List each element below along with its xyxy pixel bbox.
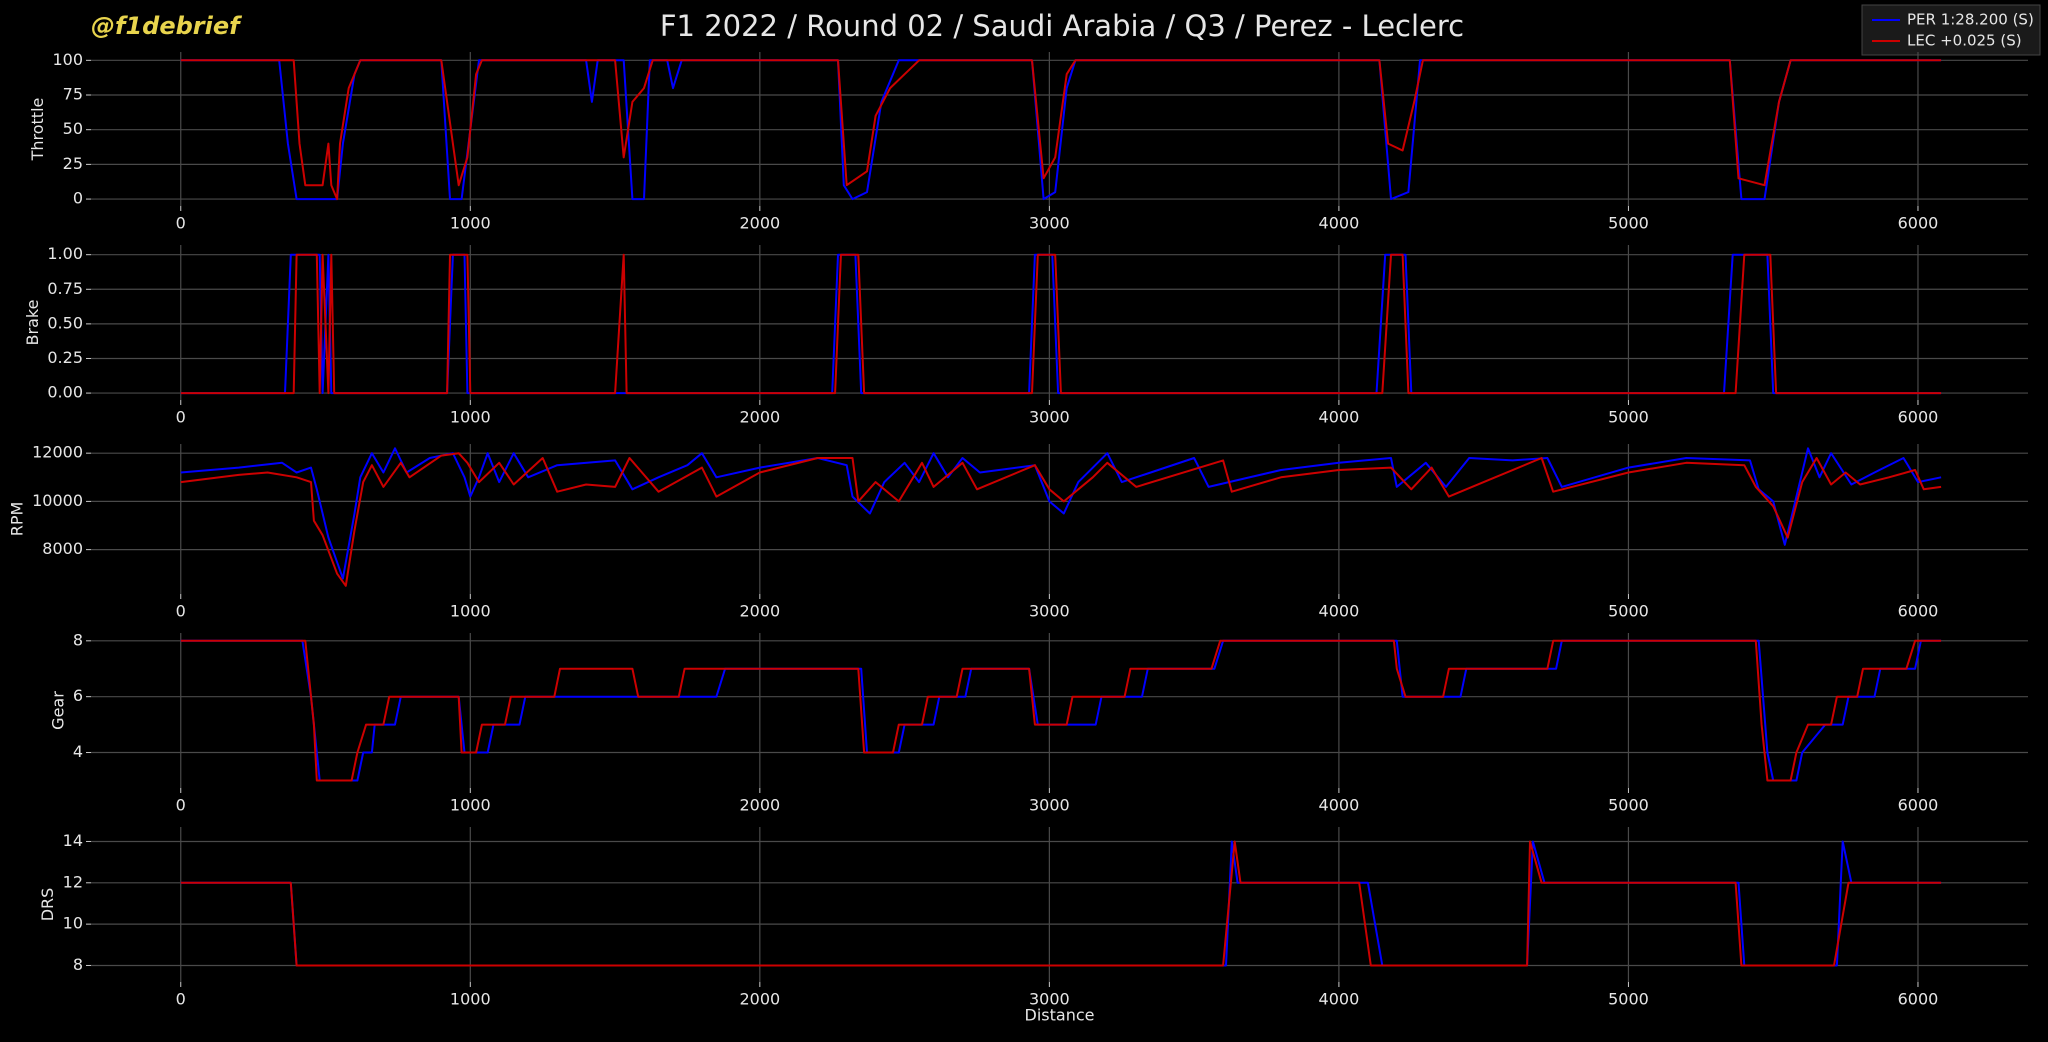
x-tick-label: 0 bbox=[176, 990, 186, 1009]
x-tick-label: 0 bbox=[176, 214, 186, 233]
x-tick-label: 6000 bbox=[1898, 408, 1939, 427]
x-tick-label: 4000 bbox=[1319, 408, 1360, 427]
x-tick-label: 6000 bbox=[1898, 214, 1939, 233]
x-tick-label: 3000 bbox=[1029, 990, 1070, 1009]
y-axis-label: Gear bbox=[48, 691, 67, 730]
y-tick-label: 100 bbox=[52, 50, 83, 69]
panel: 0 1000 2000 3000 4000 5000 6000 0.00 0.25 0.50 0.7… bbox=[23, 244, 2028, 427]
x-tick-label: 5000 bbox=[1608, 602, 1649, 621]
x-tick-label: 1000 bbox=[450, 408, 491, 427]
x-tick-label: 6000 bbox=[1898, 990, 1939, 1009]
y-tick-label: 12000 bbox=[32, 443, 83, 462]
series-line bbox=[180, 59, 1942, 201]
x-tick-label: 4000 bbox=[1319, 602, 1360, 621]
y-tick-label: 4 bbox=[73, 742, 83, 761]
y-tick-label: 75 bbox=[63, 85, 83, 104]
x-axis-label: Distance bbox=[1025, 1006, 1095, 1025]
y-tick-label: 25 bbox=[63, 154, 83, 173]
panel: 0 1000 2000 3000 4000 5000 6000 8 10 12 14 DRS Dista… bbox=[38, 827, 2028, 1025]
watermark: @f1debrief bbox=[91, 12, 242, 40]
y-tick-label: 0.50 bbox=[47, 313, 83, 332]
y-axis-label: DRS bbox=[38, 888, 57, 922]
x-tick-label: 3000 bbox=[1029, 214, 1070, 233]
y-tick-label: 0.25 bbox=[47, 348, 83, 367]
x-tick-label: 3000 bbox=[1029, 796, 1070, 815]
x-tick-label: 2000 bbox=[739, 408, 780, 427]
x-tick-label: 2000 bbox=[739, 990, 780, 1009]
x-tick-label: 6000 bbox=[1898, 602, 1939, 621]
x-tick-label: 1000 bbox=[450, 796, 491, 815]
y-axis-label: RPM bbox=[8, 502, 27, 537]
y-tick-label: 10000 bbox=[32, 491, 83, 510]
y-tick-label: 6 bbox=[73, 686, 83, 705]
legend-label: PER 1:28.200 (S) bbox=[1907, 11, 2034, 29]
y-tick-label: 0 bbox=[73, 189, 83, 208]
y-tick-label: 8 bbox=[73, 955, 83, 974]
y-tick-label: 0.00 bbox=[47, 383, 83, 402]
x-tick-label: 5000 bbox=[1608, 214, 1649, 233]
x-tick-label: 0 bbox=[176, 408, 186, 427]
y-tick-label: 50 bbox=[63, 119, 83, 138]
x-tick-label: 0 bbox=[176, 796, 186, 815]
series-line bbox=[180, 840, 1942, 967]
panel: 0 1000 2000 3000 4000 5000 6000 4 6 8 Gear bbox=[48, 630, 2028, 815]
y-tick-label: 10 bbox=[63, 914, 83, 933]
chart-title: F1 2022 / Round 02 / Saudi Arabia / Q3 /… bbox=[660, 9, 1464, 43]
x-tick-label: 3000 bbox=[1029, 408, 1070, 427]
y-tick-label: 12 bbox=[63, 872, 83, 891]
y-tick-label: 8000 bbox=[42, 539, 83, 558]
y-axis-label: Brake bbox=[23, 300, 42, 346]
panel: 0 1000 2000 3000 4000 5000 6000 8000 10000 12000 R… bbox=[8, 443, 2028, 621]
y-tick-label: 1.00 bbox=[47, 244, 83, 263]
x-tick-label: 5000 bbox=[1608, 796, 1649, 815]
y-tick-label: 0.75 bbox=[47, 279, 83, 298]
x-tick-label: 2000 bbox=[739, 602, 780, 621]
series-line bbox=[180, 447, 1942, 580]
x-tick-label: 1000 bbox=[450, 602, 491, 621]
x-tick-label: 5000 bbox=[1608, 990, 1649, 1009]
x-tick-label: 4000 bbox=[1319, 214, 1360, 233]
x-tick-label: 0 bbox=[176, 602, 186, 621]
y-tick-label: 14 bbox=[63, 831, 83, 850]
x-tick-label: 6000 bbox=[1898, 796, 1939, 815]
x-tick-label: 4000 bbox=[1319, 990, 1360, 1009]
y-tick-label: 8 bbox=[73, 630, 83, 649]
x-tick-label: 3000 bbox=[1029, 602, 1070, 621]
series-line bbox=[180, 639, 1942, 782]
series-line bbox=[180, 253, 1942, 395]
x-tick-label: 2000 bbox=[739, 796, 780, 815]
panel: 0 1000 2000 3000 4000 5000 6000 0 25 50 75 100 Throt… bbox=[28, 50, 2028, 233]
legend-box bbox=[1861, 4, 2041, 56]
series-line bbox=[180, 452, 1942, 587]
x-tick-label: 1000 bbox=[450, 990, 491, 1009]
x-tick-label: 4000 bbox=[1319, 796, 1360, 815]
x-tick-label: 1000 bbox=[450, 214, 491, 233]
y-axis-label: Throttle bbox=[28, 98, 47, 162]
x-tick-label: 2000 bbox=[739, 214, 780, 233]
legend-label: LEC +0.025 (S) bbox=[1907, 32, 2022, 50]
x-tick-label: 5000 bbox=[1608, 408, 1649, 427]
